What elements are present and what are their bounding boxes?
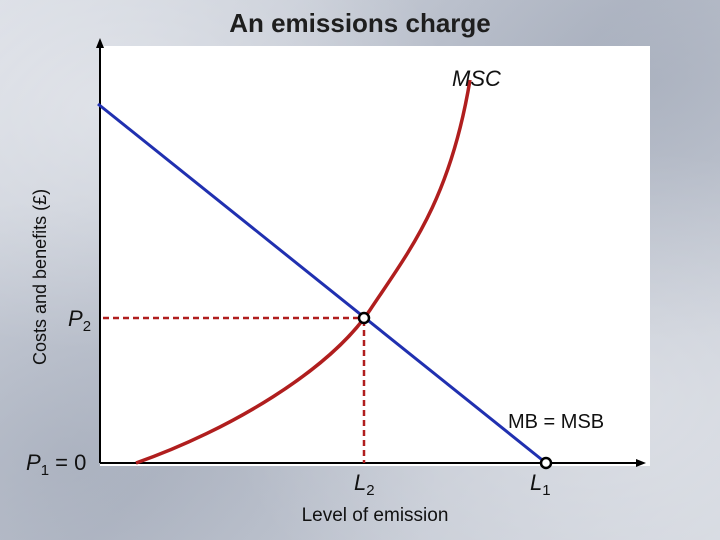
y-axis-arrow [96, 38, 104, 48]
x-axis-arrow [636, 459, 646, 467]
p2-label-main: P [68, 306, 83, 331]
p1-label-sub: 1 [41, 462, 49, 479]
equilibrium-point [357, 311, 371, 325]
l2-label: L2 [354, 470, 375, 499]
l2-label-sub: 2 [366, 482, 374, 499]
mb-msb-curve [97, 102, 547, 465]
mb-msb-label: MB = MSB [508, 411, 604, 433]
diagram-title: An emissions charge [229, 8, 491, 38]
diagram-panel [100, 46, 650, 466]
p1-label-main: P [26, 450, 41, 475]
p1-label: P1 = 0 [26, 450, 86, 479]
msc-label: MSC [452, 66, 501, 91]
l1-label-sub: 1 [542, 482, 550, 499]
msc-curve [135, 79, 472, 465]
y-axis-label: Costs and benefits (£) [30, 189, 50, 365]
l1-label: L1 [530, 470, 551, 499]
p2-label-sub: 2 [83, 318, 91, 335]
x-axis-label: Level of emission [302, 505, 449, 526]
p1-label-suffix: = 0 [49, 450, 86, 475]
l1-label-main: L [530, 470, 542, 495]
l2-label-main: L [354, 470, 366, 495]
l1-point [539, 456, 553, 470]
p2-label: P2 [68, 306, 91, 335]
